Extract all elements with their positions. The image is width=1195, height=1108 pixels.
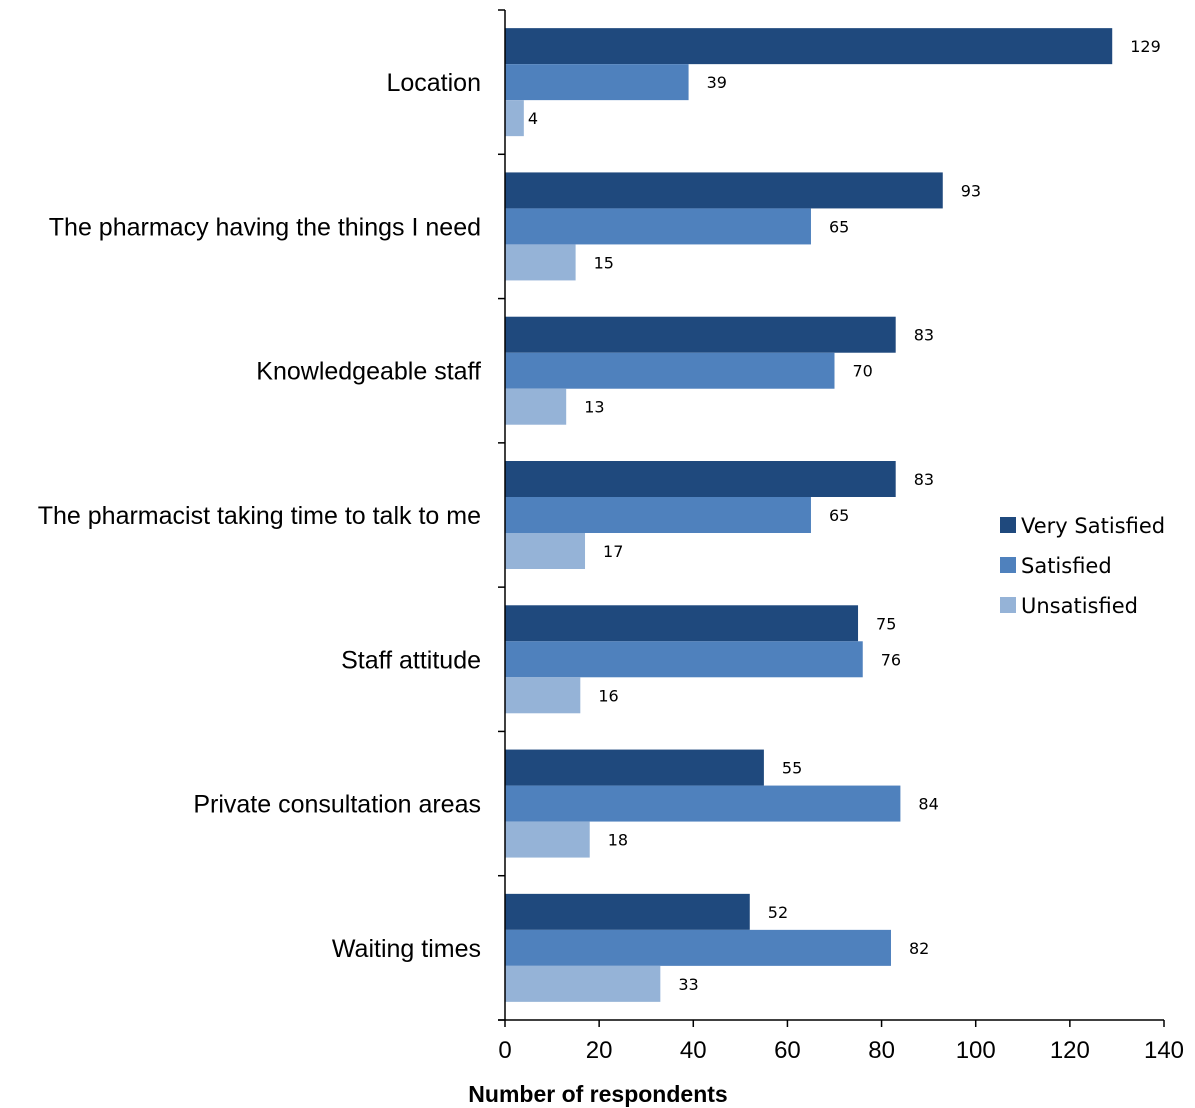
- bar-satisfied-3: [505, 497, 811, 533]
- bar-unsatisfied-0: [505, 100, 524, 137]
- value-label: 15: [594, 253, 614, 272]
- bar-unsatisfied-3: [505, 533, 586, 569]
- value-label: 13: [584, 398, 604, 417]
- bar-satisfied-4: [505, 641, 863, 678]
- category-label: Staff attitude: [341, 646, 481, 674]
- bar-unsatisfied-4: [505, 677, 581, 714]
- x-tick-label: 40: [680, 1037, 707, 1064]
- value-label: 83: [914, 326, 934, 345]
- value-labels-group: 129 39 4 93 65 15 83 70 13 83 65 17 75 76 16 55 84 18 52 82…: [528, 37, 1161, 994]
- category-label: Location: [386, 69, 481, 97]
- value-label: 82: [909, 939, 929, 958]
- x-axis-title: Number of respondents: [468, 1081, 727, 1107]
- category-label: The pharmacy having the things I need: [49, 213, 481, 241]
- x-tick-labels-group: 0 20 40 60 80 100 120 140: [498, 1037, 1184, 1064]
- value-label: 76: [881, 650, 901, 669]
- bars-group: [505, 28, 1113, 1002]
- value-label: 75: [876, 614, 896, 633]
- bar-unsatisfied-6: [505, 965, 661, 1002]
- value-label: 84: [918, 795, 938, 814]
- category-label: Knowledgeable staff: [256, 358, 481, 386]
- x-tick-label: 140: [1144, 1037, 1184, 1064]
- value-label: 33: [678, 975, 698, 994]
- bar-unsatisfied-1: [505, 244, 576, 281]
- x-tick-label: 60: [774, 1037, 801, 1064]
- value-label: 52: [768, 903, 788, 922]
- bar-satisfied-6: [505, 929, 891, 966]
- bar-very-satisfied-2: [505, 316, 896, 353]
- value-label: 65: [829, 506, 849, 525]
- value-label: 129: [1130, 37, 1161, 56]
- category-labels-group: Location The pharmacy having the things I…: [38, 69, 481, 963]
- bar-unsatisfied-2: [505, 388, 567, 425]
- bar-very-satisfied-4: [505, 605, 859, 642]
- bar-very-satisfied-1: [505, 172, 943, 209]
- bar-very-satisfied-6: [505, 893, 750, 930]
- x-tick-label: 100: [956, 1037, 996, 1064]
- value-label: 17: [603, 542, 623, 561]
- value-label: 70: [853, 362, 873, 381]
- category-label: The pharmacist taking time to talk to me: [38, 502, 481, 530]
- value-label: 83: [914, 470, 934, 489]
- legend-label: Satisfied: [1021, 554, 1112, 578]
- legend-swatch-very-satisfied: [1000, 517, 1016, 533]
- value-label: 55: [782, 759, 802, 778]
- value-label: 16: [598, 686, 618, 705]
- bar-very-satisfied-5: [505, 749, 764, 786]
- axes-group: [498, 9, 1165, 1027]
- value-label: 93: [961, 181, 981, 200]
- category-label: Waiting times: [332, 935, 481, 963]
- bar-satisfied-1: [505, 208, 811, 245]
- x-tick-label: 0: [498, 1037, 511, 1064]
- legend-label: Very Satisfied: [1021, 514, 1165, 538]
- x-tick-label: 20: [586, 1037, 613, 1064]
- legend: Very Satisfied Satisfied Unsatisfied: [1000, 514, 1165, 618]
- value-label: 18: [608, 831, 628, 850]
- bar-satisfied-0: [505, 64, 689, 101]
- legend-swatch-unsatisfied: [1000, 597, 1016, 613]
- bar-satisfied-2: [505, 352, 835, 389]
- bar-unsatisfied-5: [505, 821, 590, 858]
- x-tick-label: 120: [1050, 1037, 1090, 1064]
- bar-very-satisfied-0: [505, 28, 1113, 65]
- value-label: 65: [829, 217, 849, 236]
- value-label: 39: [707, 73, 727, 92]
- category-label: Private consultation areas: [193, 791, 481, 819]
- bar-satisfied-5: [505, 785, 901, 822]
- legend-swatch-satisfied: [1000, 557, 1016, 573]
- bar-very-satisfied-3: [505, 461, 896, 497]
- value-label: 4: [528, 109, 538, 128]
- x-tick-label: 80: [868, 1037, 895, 1064]
- legend-label: Unsatisfied: [1021, 594, 1138, 618]
